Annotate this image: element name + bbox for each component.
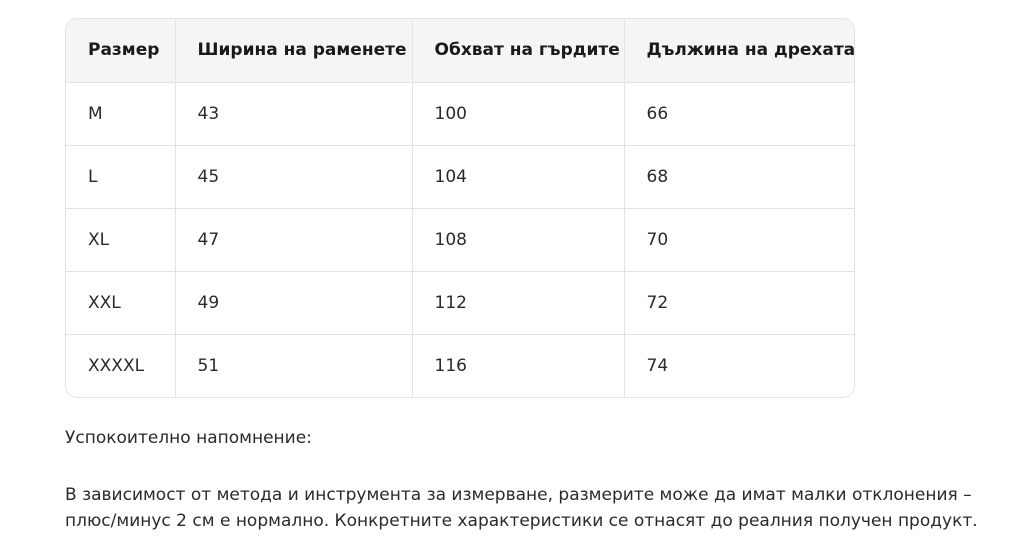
cell-size: XL — [66, 208, 176, 272]
cell-chest: 108 — [412, 208, 625, 272]
cell-shoulder-width: 49 — [175, 271, 413, 335]
cell-length: 70 — [624, 208, 854, 272]
cell-length: 68 — [624, 145, 854, 209]
cell-length: 74 — [646, 355, 669, 376]
cell-size: L — [66, 145, 176, 209]
cell-size: M — [66, 82, 176, 146]
header-length: Дължина на дрехата — [624, 19, 854, 83]
header-size: Размер — [66, 19, 176, 83]
cell-length: 72 — [624, 271, 854, 335]
table-row: XXXXL 51 116 74 — [66, 334, 854, 397]
cell-chest: 112 — [412, 271, 625, 335]
table-row: L 45 104 68 — [66, 145, 854, 209]
header-chest: Обхват на гърдите — [412, 19, 625, 83]
cell-shoulder-width: 43 — [175, 82, 413, 146]
cell-shoulder-width: 47 — [175, 208, 413, 272]
size-table: Размер Ширина на раменете Обхват на гърд… — [66, 19, 854, 397]
note-body: В зависимост от метода и инструмента за … — [65, 485, 978, 531]
table-row: XL 47 108 70 — [66, 208, 854, 272]
cell-shoulder-width: 45 — [175, 145, 413, 209]
size-table-container: Размер Ширина на раменете Обхват на гърд… — [65, 18, 855, 398]
cell-shoulder-width: 51 — [175, 334, 413, 397]
cell-chest: 116 — [412, 334, 625, 397]
header-shoulder-width: Ширина на раменете — [175, 19, 413, 83]
table-row: M 43 100 66 — [66, 82, 854, 146]
cell-chest: 104 — [412, 145, 625, 209]
cell-size: XXXXL — [66, 334, 176, 397]
table-header-row: Размер Ширина на раменете Обхват на гърд… — [66, 19, 854, 83]
cell-size: XXL — [66, 271, 176, 335]
table-row: XXL 49 112 72 — [66, 271, 854, 335]
cell-chest: 100 — [412, 82, 625, 146]
note-title: Успокоително напомнение: — [65, 428, 312, 448]
cell-length: 66 — [624, 82, 854, 146]
